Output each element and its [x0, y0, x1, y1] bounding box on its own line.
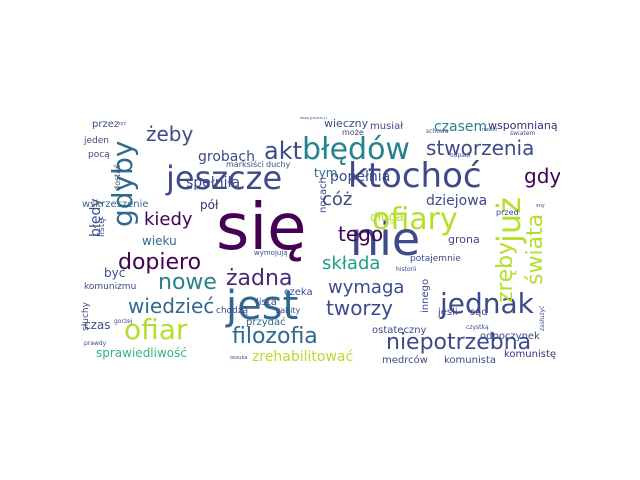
word-gdyby: gdyby: [106, 141, 139, 227]
word-musial: musiał: [370, 121, 403, 132]
word-tym: tym: [314, 166, 338, 180]
word-poca: pocą: [88, 150, 110, 160]
word-nie: nie: [350, 212, 420, 266]
word-zreby: zręby: [493, 242, 518, 303]
word-ostateczny: ostateczny: [372, 325, 427, 336]
word-odpadl: odpadł: [450, 152, 471, 159]
word-wymojuja: wymojują: [254, 249, 288, 257]
word-zeby: żeby: [146, 122, 193, 146]
word-zadna: żadna: [226, 266, 292, 291]
word-bledow: błędów: [302, 132, 410, 167]
word-grona: grona: [448, 233, 480, 246]
word-oszuka: oszuka: [230, 355, 247, 361]
word-odpoczynek: odpoczynek: [480, 331, 540, 342]
word-medrcow: mędrców: [382, 354, 428, 363]
word-niepotrzebna: niepotrzebna: [386, 330, 531, 355]
word-dziejowa: dziejowa: [426, 193, 487, 209]
word-komunista: komunista: [444, 355, 496, 363]
word-byc: być: [104, 266, 125, 280]
word-dopiero: dopiero: [118, 250, 201, 275]
word-swiatem: światem: [510, 130, 535, 137]
word-nawet: nawet: [482, 127, 497, 133]
word-historii: historii: [396, 266, 417, 273]
word-dostac: dostać: [112, 164, 122, 191]
word-filozofia: filozofia: [232, 324, 318, 349]
word-juz: już: [490, 197, 528, 244]
word-pol: pół: [200, 198, 219, 212]
word-dluga: długa: [370, 210, 404, 224]
word-zyc: zyć: [118, 120, 127, 127]
word-jesli: jeśli: [437, 306, 458, 318]
word-czystka: czystką: [466, 324, 489, 331]
word-sny: sny: [536, 203, 545, 209]
word-wspomniana: wspomnianą: [488, 119, 558, 132]
word-komunizmu: komunizmu: [84, 282, 136, 292]
word-stworzenia: stworzenia: [426, 136, 534, 160]
word-cloud: się nie jest ktochoć ofiary błędów jeszcze jedn…: [80, 117, 560, 363]
word-nocach: nocach: [318, 177, 329, 213]
word-sad: sąd: [470, 307, 488, 318]
word-zrehabilitowac: zrehabilitować: [252, 349, 353, 363]
word-potajemnie: potajemnie: [410, 254, 461, 264]
word-ktochoc: ktochoć: [348, 156, 482, 196]
word-innego: innego: [420, 279, 431, 313]
word-sluchy: słuchy: [81, 301, 91, 331]
word-gdy: gdy: [524, 164, 560, 188]
word-spelnila: spełniła: [186, 175, 240, 191]
word-jest: jest: [225, 283, 298, 329]
word-chodza: chodzą: [216, 306, 249, 316]
word-bledy: błędy: [88, 198, 104, 237]
word-tworzy: tworzy: [326, 296, 393, 320]
word-jednak: jednak: [439, 287, 535, 320]
word-coz: cóż: [322, 189, 352, 210]
word-popelnia: popełnia: [330, 169, 390, 185]
word-tego: tego: [338, 222, 383, 246]
word-gorzej: gorzej: [114, 318, 133, 325]
word-sklada: składa: [322, 253, 380, 274]
word-prawdy: prawdy: [84, 340, 107, 347]
word-moze: może: [342, 128, 364, 137]
word-wiedziec: wiedzieć: [128, 294, 214, 318]
word-czas: czas: [84, 318, 111, 332]
word-duchy: duchy: [266, 160, 291, 169]
word-cloud-canvas: się nie jest ktochoć ofiary błędów jeszcze jedn…: [81, 117, 560, 363]
word-sie: się: [216, 191, 307, 265]
word-zabity: zabity: [276, 306, 301, 315]
word-sprawiedliwosc: sprawiedliwość: [96, 346, 187, 360]
word-liste: listę: [97, 218, 107, 237]
word-jeden: jeden: [83, 136, 109, 146]
word-wieku: wieku: [142, 234, 177, 248]
word-akt: akt: [264, 137, 302, 165]
word-przez: przez: [92, 119, 119, 130]
word-wieczny: wieczny: [324, 117, 369, 130]
word-nowe: nowe: [158, 270, 217, 295]
word-wymaga: wymaga: [328, 277, 404, 298]
word-przed: przed: [496, 208, 519, 217]
word-wszystkich: wszystkich: [300, 117, 327, 121]
word-czeka: czeka: [284, 287, 313, 298]
word-wskrzeszenie: wskrzeszenie: [82, 199, 149, 210]
word-marksisci: marksiści: [226, 159, 264, 169]
word-schowa: schowa: [426, 128, 449, 135]
word-przydac: przydać: [246, 316, 286, 328]
word-ofiary: ofiary: [372, 202, 458, 237]
word-ofiar: ofiar: [124, 313, 188, 346]
word-czasem: czasem: [434, 119, 487, 135]
word-komuniste: komunistę: [504, 349, 556, 360]
word-zasluzyc: zasłużyć: [539, 306, 546, 331]
word-kiedy: kiedy: [144, 209, 193, 230]
word-swiata: świata: [523, 214, 548, 285]
word-jeszcze: jeszcze: [165, 159, 282, 197]
word-grobach: grobach: [198, 149, 255, 165]
word-lista: lista: [256, 297, 277, 308]
